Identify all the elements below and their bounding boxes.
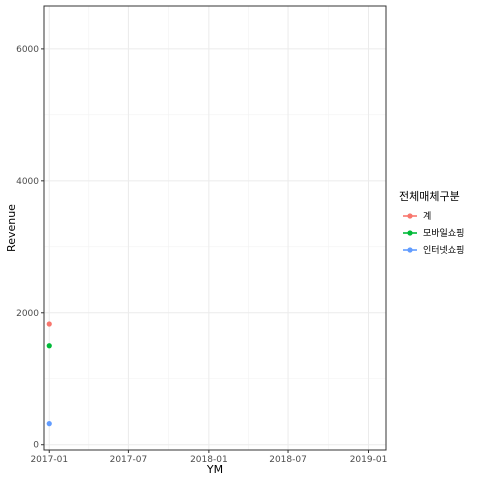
legend-title: 전체매체구분 xyxy=(399,190,460,203)
legend-label: 모바일쇼핑 xyxy=(423,228,464,239)
x-tick-label: 2018-07 xyxy=(269,455,307,465)
y-tick-label: 6000 xyxy=(16,45,39,55)
legend-label: 인터넷쇼핑 xyxy=(423,245,464,256)
y-axis-title: Revenue xyxy=(5,204,18,252)
legend-key-point xyxy=(407,230,413,236)
major-gridlines xyxy=(44,6,386,450)
y-tick-label: 0 xyxy=(33,441,39,451)
data-point xyxy=(46,421,52,427)
data-points xyxy=(46,321,52,427)
y-tick-label: 4000 xyxy=(16,177,39,187)
legend-label: 계 xyxy=(423,210,431,222)
panel-border xyxy=(43,5,387,451)
y-tick-label: 2000 xyxy=(16,309,39,319)
data-point xyxy=(46,321,52,327)
y-axis-ticks: 0 2000 4000 6000 xyxy=(16,45,44,451)
x-tick-label: 2017-07 xyxy=(110,455,148,465)
data-point xyxy=(46,343,52,349)
x-tick-label: 2018-01 xyxy=(190,455,228,465)
legend-key-point xyxy=(407,247,413,253)
x-tick-label: 2017-01 xyxy=(30,455,68,465)
minor-gridlines xyxy=(44,6,386,450)
x-axis-title: YM xyxy=(206,463,223,476)
panel-background xyxy=(44,6,386,450)
legend-key-point xyxy=(407,213,413,219)
x-tick-label: 2019-01 xyxy=(350,455,388,465)
x-axis-ticks: 2017-01 2017-07 2018-01 2018-07 2019-01 xyxy=(30,450,387,465)
